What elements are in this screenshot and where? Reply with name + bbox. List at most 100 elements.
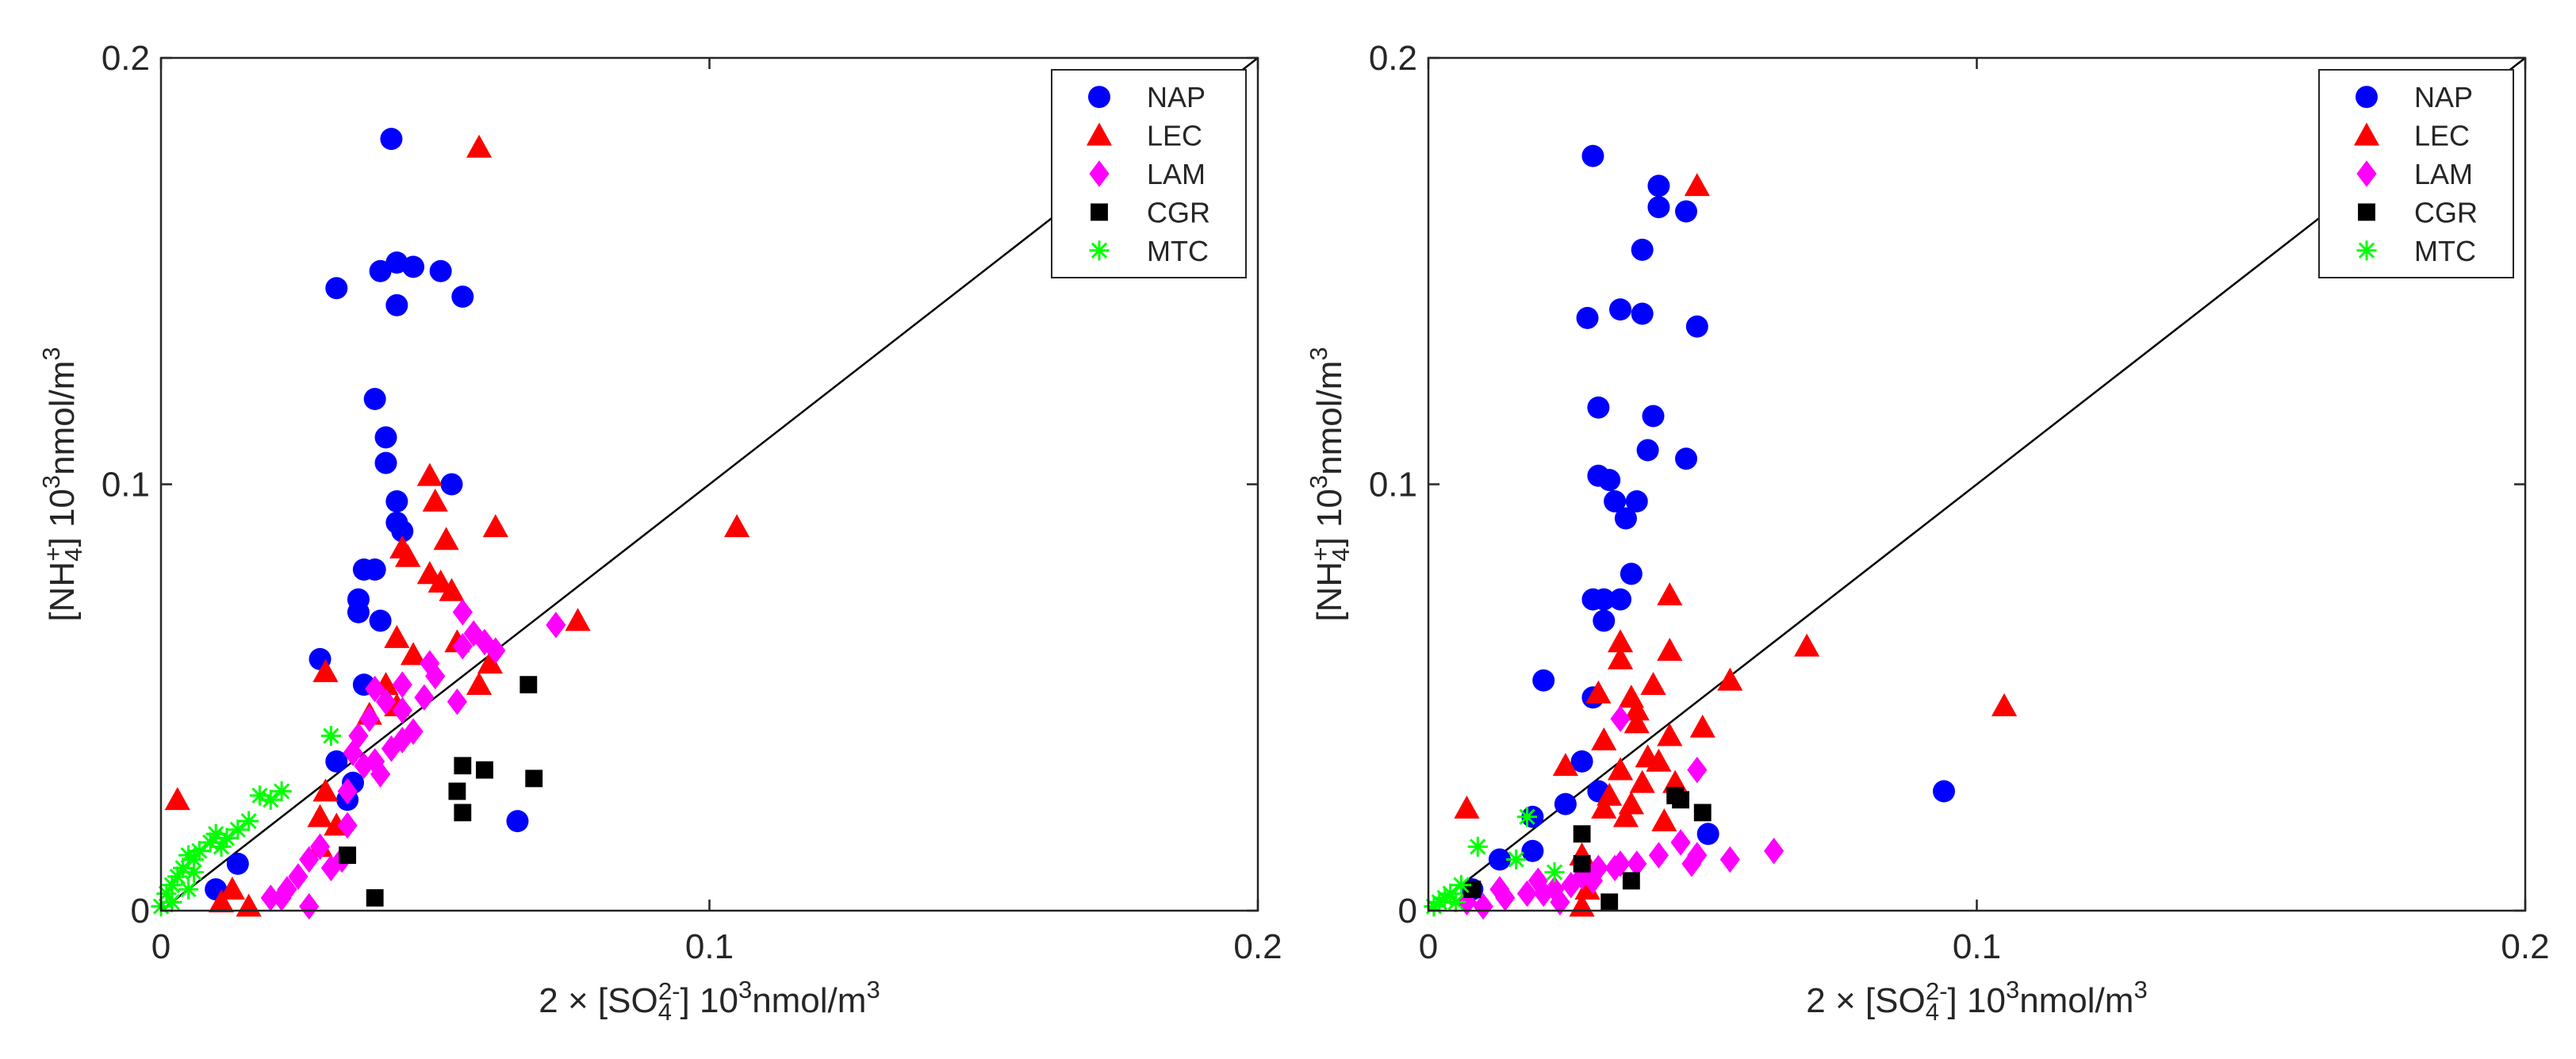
legend-entry-cgr: CGR — [1091, 196, 1210, 228]
data-point — [1532, 669, 1555, 692]
data-point — [519, 676, 538, 694]
data-point — [452, 632, 473, 660]
data-point — [451, 286, 474, 308]
data-point — [506, 810, 529, 833]
legend-marker — [2358, 203, 2375, 221]
data-point — [1647, 175, 1670, 198]
data-point — [1685, 315, 1708, 338]
legend-entry-mtc: MTC — [1089, 235, 1209, 267]
data-point — [1488, 848, 1511, 871]
data-point — [1675, 200, 1698, 223]
data-point — [1646, 748, 1672, 772]
data-point — [1717, 667, 1743, 691]
data-point — [1574, 877, 1600, 900]
data-point — [447, 688, 468, 716]
data-point — [1604, 854, 1625, 882]
data-point — [482, 514, 508, 538]
data-point — [325, 750, 348, 773]
data-point — [429, 259, 452, 282]
data-point — [416, 462, 443, 486]
data-point — [156, 883, 177, 904]
data-point — [228, 819, 248, 840]
legend-entry-lec: LEC — [1086, 120, 1202, 152]
legend-marker — [2356, 240, 2377, 261]
data-point — [369, 259, 392, 282]
legend-label: NAP — [2414, 81, 2473, 113]
data-point — [1570, 750, 1593, 773]
legend-label: CGR — [1147, 196, 1210, 228]
data-point — [271, 781, 292, 802]
data-point — [1642, 405, 1665, 428]
data-point — [260, 884, 281, 911]
data-point — [219, 877, 245, 900]
data-point — [1604, 490, 1627, 512]
data-point — [366, 888, 384, 907]
legend-label: MTC — [1147, 235, 1209, 267]
legend-label: NAP — [1147, 81, 1206, 113]
data-point — [348, 722, 369, 750]
data-point — [369, 609, 392, 632]
legend-entry-lam: LAM — [1089, 158, 1206, 190]
data-point — [414, 684, 435, 712]
data-point — [1689, 714, 1715, 738]
data-point — [1636, 439, 1659, 462]
data-point — [392, 727, 412, 754]
x-axis-label: 2 × [SO42-] 103nmol/m3 — [539, 976, 880, 1026]
data-point — [339, 846, 357, 865]
data-point — [299, 846, 320, 873]
data-point — [208, 889, 235, 913]
legend-label: LAM — [2414, 158, 2473, 190]
data-point — [1600, 893, 1619, 911]
data-point — [1640, 672, 1666, 696]
data-point — [325, 277, 348, 300]
data-point — [307, 804, 333, 827]
data-point — [1675, 447, 1698, 470]
data-point — [1516, 807, 1538, 827]
data-point — [178, 845, 199, 865]
data-point — [1620, 562, 1643, 585]
data-point — [363, 388, 386, 410]
data-point — [288, 863, 309, 890]
data-point — [1544, 862, 1565, 883]
data-point — [466, 672, 493, 696]
series-mtc — [1424, 807, 1565, 917]
data-point — [365, 748, 385, 775]
data-point — [565, 608, 591, 631]
y-axis-label: [NH4+] 103nmol/m3 — [37, 347, 87, 621]
legend-marker — [2356, 160, 2377, 187]
data-point — [178, 879, 199, 900]
legend-marker — [1089, 160, 1110, 187]
x-tick-label: 0 — [151, 927, 171, 966]
y-tick-label: 0.1 — [102, 466, 150, 505]
data-point — [395, 543, 421, 567]
data-point — [385, 294, 408, 317]
data-point — [1588, 854, 1608, 882]
data-point — [1612, 804, 1639, 827]
data-point — [1609, 588, 1632, 611]
data-point — [1719, 846, 1740, 873]
y-tick-label: 0.2 — [1369, 39, 1417, 78]
data-point — [249, 785, 270, 806]
data-point — [312, 658, 339, 682]
data-point — [312, 778, 339, 802]
data-point — [1451, 875, 1472, 896]
data-point — [374, 451, 397, 474]
data-point — [452, 598, 473, 626]
data-point — [433, 527, 459, 551]
series-mtc — [151, 726, 341, 917]
data-point — [448, 782, 466, 800]
data-point — [337, 812, 358, 839]
data-point — [370, 761, 391, 788]
data-point — [1489, 876, 1510, 903]
data-point — [1454, 795, 1480, 819]
data-point — [374, 426, 397, 449]
y-tick-label: 0 — [1398, 892, 1417, 930]
data-point — [463, 620, 484, 647]
data-point — [365, 675, 385, 703]
legend-label: LEC — [1147, 120, 1202, 152]
data-point — [1684, 173, 1710, 197]
legend-label: MTC — [2414, 235, 2476, 267]
series-cgr — [1463, 786, 1712, 911]
data-point — [422, 488, 448, 512]
data-point — [1593, 588, 1616, 611]
